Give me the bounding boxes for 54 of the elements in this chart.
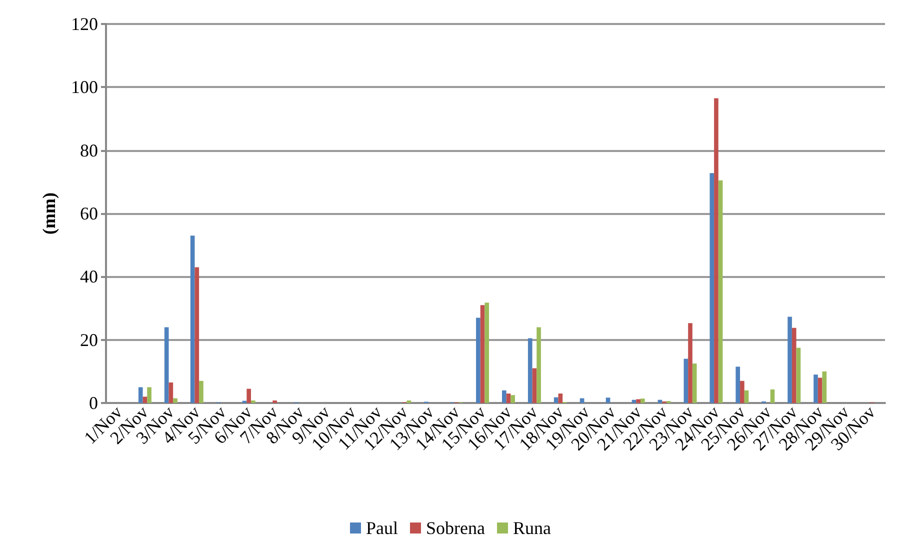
bar — [406, 400, 412, 403]
bar — [532, 368, 537, 403]
bar — [636, 399, 640, 403]
y-tick-label: 0 — [89, 393, 98, 413]
bar — [484, 302, 490, 403]
bar — [640, 398, 645, 403]
y-tick-label: 100 — [71, 77, 98, 98]
bar — [558, 394, 563, 403]
bar — [476, 318, 480, 403]
bar — [138, 387, 143, 403]
y-tick-label: 80 — [80, 140, 98, 160]
y-tick-label: 40 — [80, 266, 98, 287]
bar — [536, 327, 541, 403]
bar — [164, 327, 169, 403]
bar — [792, 328, 796, 403]
bar — [173, 398, 178, 403]
bar — [770, 389, 775, 403]
bar — [528, 338, 532, 403]
bar — [688, 323, 692, 403]
bar — [822, 371, 827, 403]
y-tick-label: 60 — [80, 204, 98, 224]
bar — [510, 395, 515, 403]
bar — [554, 397, 558, 403]
bar — [814, 374, 818, 403]
bar — [818, 378, 822, 403]
bar — [796, 348, 801, 403]
y-tick-label: 20 — [80, 330, 98, 350]
bar — [199, 380, 204, 403]
bar — [194, 267, 200, 403]
bar — [246, 388, 251, 403]
y-axis-title: (mm) — [39, 192, 59, 234]
bar — [190, 236, 195, 403]
bar — [744, 390, 749, 403]
bar — [142, 396, 148, 403]
legend-label: Sobrena — [426, 518, 486, 538]
bar — [606, 398, 610, 403]
bar — [692, 364, 697, 403]
bar — [272, 400, 277, 403]
bar — [506, 394, 511, 403]
bar — [147, 387, 152, 403]
bar — [502, 390, 506, 403]
y-tick-label: 120 — [71, 14, 98, 34]
bar — [684, 358, 688, 403]
legend-label: Paul — [366, 518, 398, 538]
bar — [710, 173, 714, 403]
bar — [714, 98, 718, 403]
legend-label: Runa — [512, 518, 551, 538]
bar — [168, 382, 174, 403]
bar — [788, 316, 792, 403]
bar — [480, 305, 485, 403]
bar — [736, 366, 740, 403]
bar — [740, 380, 744, 403]
bar — [718, 180, 723, 403]
bar — [250, 400, 256, 403]
